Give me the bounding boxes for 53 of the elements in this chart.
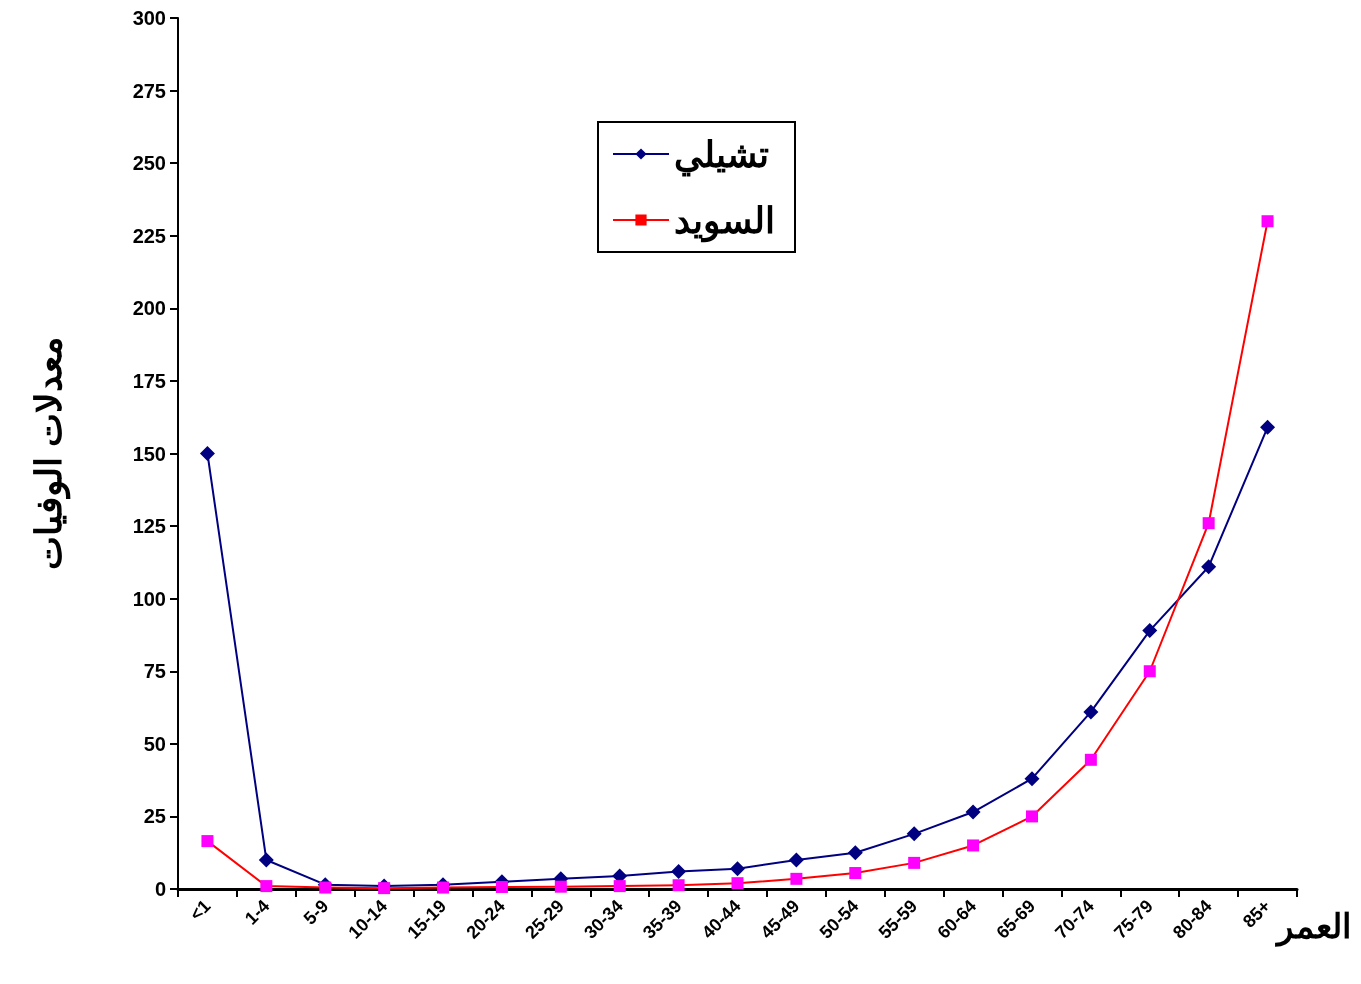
point: [378, 882, 391, 895]
y-tick-label: 250: [132, 152, 166, 175]
point: [847, 845, 863, 861]
point: [260, 880, 273, 893]
point: [1083, 704, 1099, 720]
point: [258, 852, 274, 868]
y-tick-label: 0: [154, 878, 166, 900]
y-tick-label: 125: [132, 515, 166, 538]
point: [613, 880, 626, 893]
point: [671, 864, 687, 880]
point: [1025, 810, 1038, 823]
point: [790, 872, 803, 885]
point: [1024, 771, 1040, 787]
point: [1143, 665, 1156, 678]
point: [849, 867, 862, 880]
point: [199, 446, 215, 461]
point: [495, 880, 508, 893]
point: [1202, 517, 1215, 530]
point: [731, 877, 744, 890]
point: [554, 880, 567, 893]
point: [788, 852, 804, 868]
point: [908, 856, 921, 869]
y-tick-label: 225: [132, 224, 166, 247]
point: [1261, 215, 1274, 228]
y-tick-label: 150: [132, 442, 166, 465]
legend-label: تشيلي: [674, 133, 769, 177]
x-tick-label: <1: [185, 895, 215, 925]
legend-label: السويد: [674, 199, 775, 243]
y-tick-label: 25: [143, 805, 166, 828]
point: [906, 826, 922, 842]
point: [437, 881, 450, 894]
y-tick-label: 75: [143, 660, 166, 683]
point: [1142, 623, 1158, 639]
point: [965, 804, 981, 820]
point: [1201, 559, 1217, 575]
y-tick-label: 275: [132, 79, 166, 102]
point: [1084, 753, 1097, 766]
point: [967, 839, 980, 852]
point: [201, 835, 214, 848]
point: [672, 879, 685, 892]
point: [1260, 419, 1276, 435]
y-axis-title: معدلات الوفيات: [27, 336, 71, 571]
y-tick-label: 175: [132, 369, 166, 392]
x-tick-label: 1-4: [240, 895, 274, 929]
x-tick-label: 5-9: [299, 895, 333, 929]
point: [319, 881, 332, 894]
y-tick-label: 300: [132, 7, 166, 29]
x-axis-title: العمر: [1275, 907, 1352, 947]
point: [730, 861, 745, 877]
x-tick-label: 85+: [1238, 895, 1275, 932]
y-tick-label: 200: [132, 297, 166, 320]
y-tick-label: 100: [132, 587, 166, 610]
y-tick-label: 50: [143, 732, 166, 755]
